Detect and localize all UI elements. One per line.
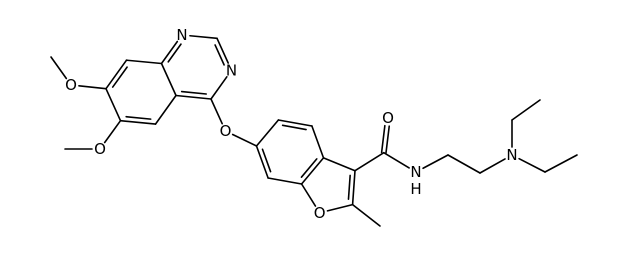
- bond: [447, 154, 481, 174]
- atom-label: O: [382, 109, 394, 127]
- atom-label: N: [506, 146, 517, 164]
- bond: [154, 94, 177, 125]
- atom-label: O: [65, 76, 77, 94]
- bond: [511, 99, 541, 121]
- bond: [300, 158, 318, 178]
- bond: [422, 154, 449, 170]
- atom-label: O: [94, 140, 106, 158]
- bond: [300, 157, 325, 185]
- bond: [267, 177, 303, 185]
- bond: [111, 66, 128, 88]
- bond: [214, 44, 225, 66]
- bond: [322, 157, 356, 172]
- bonds: [50, 34, 578, 227]
- bond: [255, 145, 269, 179]
- bond: [180, 90, 207, 95]
- atom-label: O: [314, 204, 326, 222]
- bond: [105, 87, 122, 122]
- atom-label: N: [226, 61, 237, 79]
- atom-label: O: [220, 122, 232, 140]
- bond: [167, 43, 182, 63]
- bond: [479, 158, 506, 174]
- atom-labels: N N O O O O O N H N: [65, 26, 518, 222]
- bond: [544, 154, 578, 173]
- bond: [189, 34, 218, 40]
- bond: [382, 151, 410, 169]
- bond: [518, 157, 546, 173]
- bond: [216, 37, 229, 64]
- bond: [160, 62, 177, 97]
- bond: [210, 76, 228, 100]
- bond: [103, 119, 122, 144]
- bond: [385, 125, 391, 154]
- atom-label: N: [176, 26, 187, 44]
- bond: [160, 40, 179, 65]
- bond: [347, 174, 351, 200]
- bond: [255, 119, 280, 147]
- atom-label: H: [410, 180, 421, 198]
- bond: [351, 169, 356, 206]
- bond: [125, 115, 152, 120]
- bond: [210, 98, 223, 125]
- bond: [277, 119, 313, 127]
- bond: [125, 59, 163, 65]
- bond: [326, 203, 354, 212]
- bond: [50, 56, 68, 80]
- atom-label: N: [410, 163, 421, 181]
- bond: [119, 119, 157, 125]
- bond: [261, 148, 272, 173]
- bond: [354, 151, 385, 172]
- bond: [281, 124, 307, 131]
- bond: [300, 183, 317, 207]
- bond: [175, 94, 212, 100]
- bond: [105, 59, 128, 90]
- bond: [78, 85, 107, 90]
- bond: [231, 133, 258, 147]
- bond: [311, 125, 325, 159]
- bond: [380, 124, 386, 154]
- bond: [351, 203, 381, 227]
